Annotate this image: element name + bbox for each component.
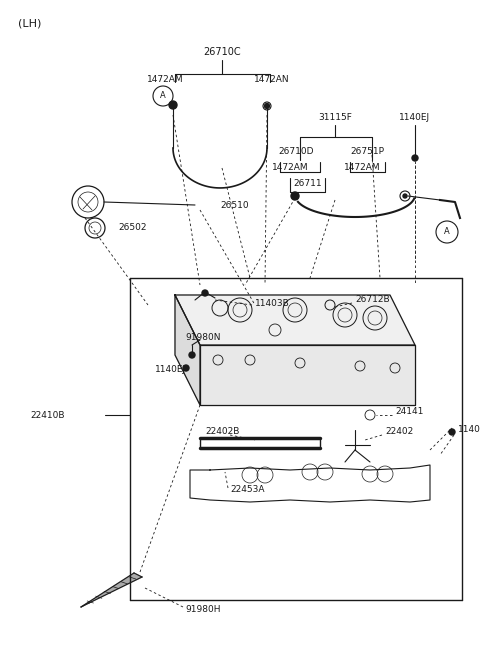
- Circle shape: [412, 155, 418, 161]
- Text: 1140ER: 1140ER: [458, 426, 480, 434]
- Circle shape: [183, 365, 189, 371]
- Text: 1472AM: 1472AM: [344, 164, 380, 172]
- Text: 22402: 22402: [385, 428, 413, 436]
- Text: 26751P: 26751P: [350, 147, 384, 156]
- Circle shape: [291, 192, 299, 200]
- Text: 1472AM: 1472AM: [147, 75, 183, 84]
- Text: 1140EJ: 1140EJ: [155, 366, 186, 374]
- Circle shape: [189, 352, 195, 358]
- Polygon shape: [175, 295, 415, 345]
- Text: 22402B: 22402B: [205, 428, 240, 436]
- Text: 11403B: 11403B: [255, 298, 290, 308]
- Circle shape: [449, 429, 455, 435]
- Text: 31115F: 31115F: [318, 114, 352, 123]
- Text: 26710D: 26710D: [278, 147, 314, 156]
- Circle shape: [264, 104, 269, 108]
- Polygon shape: [175, 295, 200, 405]
- Text: 91980N: 91980N: [185, 333, 220, 343]
- Text: 1472AN: 1472AN: [254, 75, 290, 84]
- Text: 26712B: 26712B: [355, 296, 390, 304]
- Text: 91980H: 91980H: [185, 605, 220, 614]
- Polygon shape: [200, 345, 415, 405]
- Text: A: A: [160, 92, 166, 100]
- Text: 1472AM: 1472AM: [272, 164, 308, 172]
- Circle shape: [403, 194, 407, 198]
- Text: 1140EJ: 1140EJ: [399, 114, 431, 123]
- Polygon shape: [81, 573, 142, 607]
- Text: 22410B: 22410B: [30, 411, 64, 420]
- Text: 22453A: 22453A: [230, 486, 264, 494]
- Text: 26711: 26711: [294, 178, 322, 187]
- Circle shape: [202, 290, 208, 296]
- Text: 24141: 24141: [395, 407, 423, 416]
- Text: (LH): (LH): [18, 18, 41, 28]
- Text: 26502: 26502: [118, 224, 146, 232]
- Text: A: A: [444, 228, 450, 236]
- Circle shape: [169, 101, 177, 109]
- Text: 26510: 26510: [220, 201, 249, 209]
- Text: 26710C: 26710C: [203, 47, 241, 57]
